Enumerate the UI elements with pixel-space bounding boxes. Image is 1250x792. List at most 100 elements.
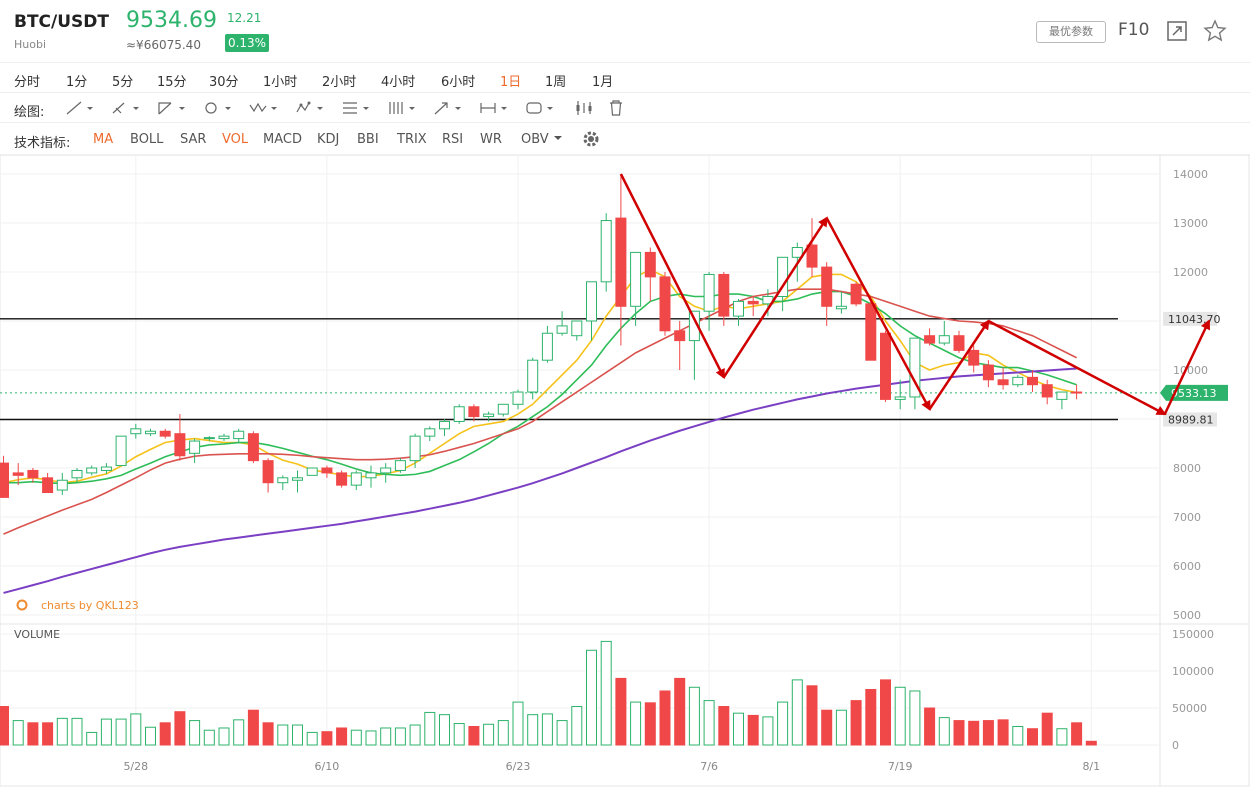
candle-body <box>306 467 318 476</box>
measure-tool-icon[interactable] <box>478 99 508 117</box>
candle-body <box>733 300 744 317</box>
expand-icon[interactable] <box>1165 19 1189 43</box>
ray-tool-icon[interactable] <box>110 99 140 117</box>
volume-tick-label: 100000 <box>1172 665 1214 678</box>
text-tool-icon[interactable] <box>524 99 554 117</box>
volume-bar <box>880 679 891 746</box>
star-icon[interactable] <box>1203 19 1227 43</box>
circle-tool-icon[interactable] <box>202 99 232 117</box>
volume-bar <box>306 731 318 746</box>
volume-bar <box>512 701 524 746</box>
period-2[interactable]: 5分 <box>112 75 134 90</box>
volume-bar <box>644 702 656 746</box>
candle-body <box>1071 391 1083 394</box>
period-9[interactable]: 1日 <box>500 75 522 90</box>
volume-bar <box>1027 728 1038 746</box>
candle-body <box>174 433 186 457</box>
period-4[interactable]: 30分 <box>209 75 239 90</box>
candle-body <box>1041 384 1053 398</box>
candle <box>27 468 39 483</box>
indicator-ma[interactable]: MA <box>93 132 114 147</box>
volume-bar <box>350 729 362 746</box>
candle-body <box>630 251 642 307</box>
period-10[interactable]: 1周 <box>545 75 567 90</box>
optimal-params-button[interactable]: 最优参数 <box>1036 21 1106 43</box>
gann-tool-icon[interactable] <box>386 99 416 117</box>
candle-body <box>380 467 392 474</box>
volume-tick-label: 150000 <box>1172 628 1214 641</box>
candle-body <box>541 332 553 361</box>
indicator-obv[interactable]: OBV <box>521 132 549 147</box>
pattern-tool-icon[interactable] <box>294 99 324 117</box>
period-5[interactable]: 1小时 <box>263 75 298 90</box>
candle <box>997 367 1009 390</box>
candle <box>277 475 289 491</box>
candle <box>968 345 980 373</box>
candle <box>718 272 730 326</box>
indicator-kdj[interactable]: KDJ <box>317 132 340 147</box>
candle-body <box>806 244 818 268</box>
candle <box>306 467 318 476</box>
channel-tool-icon[interactable] <box>156 99 186 117</box>
trend-arrow <box>722 216 828 379</box>
candle <box>86 465 98 476</box>
candle <box>218 433 230 442</box>
period-8[interactable]: 6小时 <box>441 75 476 90</box>
candle <box>512 389 524 410</box>
candle-tool-icon[interactable] <box>574 99 604 117</box>
indicator-bbi[interactable]: BBI <box>357 132 379 147</box>
obv-dropdown-icon[interactable] <box>553 134 563 142</box>
candle-body <box>968 349 980 366</box>
candle <box>174 414 186 461</box>
candle <box>115 435 127 467</box>
period-0[interactable]: 分时 <box>14 75 41 90</box>
volume-bar <box>174 711 186 746</box>
indicator-trix[interactable]: TRIX <box>397 132 427 147</box>
volume-bar <box>924 707 936 746</box>
price-chart[interactable]: 1400013000120001100010000900080007000600… <box>0 154 1250 790</box>
period-11[interactable]: 1月 <box>592 75 614 90</box>
candle <box>100 463 112 474</box>
candle <box>541 325 553 363</box>
period-3[interactable]: 15分 <box>157 75 187 90</box>
wave-tool-icon[interactable] <box>248 99 278 117</box>
volume-bar <box>541 713 553 746</box>
candle-body <box>233 430 245 440</box>
trash-icon[interactable] <box>606 99 636 117</box>
candle <box>733 298 744 326</box>
period-6[interactable]: 2小时 <box>322 75 357 90</box>
volume-bar <box>806 685 818 746</box>
period-1[interactable]: 1分 <box>66 75 88 90</box>
f10-button[interactable]: F10 <box>1118 20 1150 40</box>
period-7[interactable]: 4小时 <box>381 75 416 90</box>
ticker-header: BTC/USDT Huobi 9534.69 ≈¥66075.40 12.21 … <box>0 0 1250 62</box>
candle <box>321 465 333 478</box>
volume-bar <box>1041 712 1053 746</box>
volume-bar <box>659 690 671 746</box>
watermark-logo-icon <box>16 599 28 611</box>
fibonacci-tool-icon[interactable] <box>340 99 370 117</box>
indicator-bar: 技术指标: MA BOLL SAR VOL MACD KDJ BBI TRIX RSI WR OBV <box>0 122 1250 156</box>
y-tick-label: 14000 <box>1173 168 1208 181</box>
volume-label: VOLUME <box>14 628 60 641</box>
indicator-label: 技术指标: <box>14 136 71 151</box>
candle-body <box>512 391 524 405</box>
candle <box>483 411 495 422</box>
candle <box>424 426 436 442</box>
candle <box>0 455 9 498</box>
indicator-wr[interactable]: WR <box>480 132 502 147</box>
indicator-sar[interactable]: SAR <box>180 132 207 147</box>
trend-arrow <box>619 173 725 380</box>
candle-body <box>365 472 377 479</box>
indicator-vol[interactable]: VOL <box>222 132 249 147</box>
arrow-tool-icon[interactable] <box>432 99 462 117</box>
line-tool-icon[interactable] <box>64 99 94 117</box>
indicator-rsi[interactable]: RSI <box>442 132 464 147</box>
indicator-boll[interactable]: BOLL <box>130 132 164 147</box>
candle-body <box>350 472 362 486</box>
volume-bar <box>453 723 465 746</box>
indicator-macd[interactable]: MACD <box>263 132 302 147</box>
settings-gear-icon[interactable] <box>582 130 600 148</box>
candle-body <box>659 276 671 332</box>
candle <box>556 311 568 336</box>
